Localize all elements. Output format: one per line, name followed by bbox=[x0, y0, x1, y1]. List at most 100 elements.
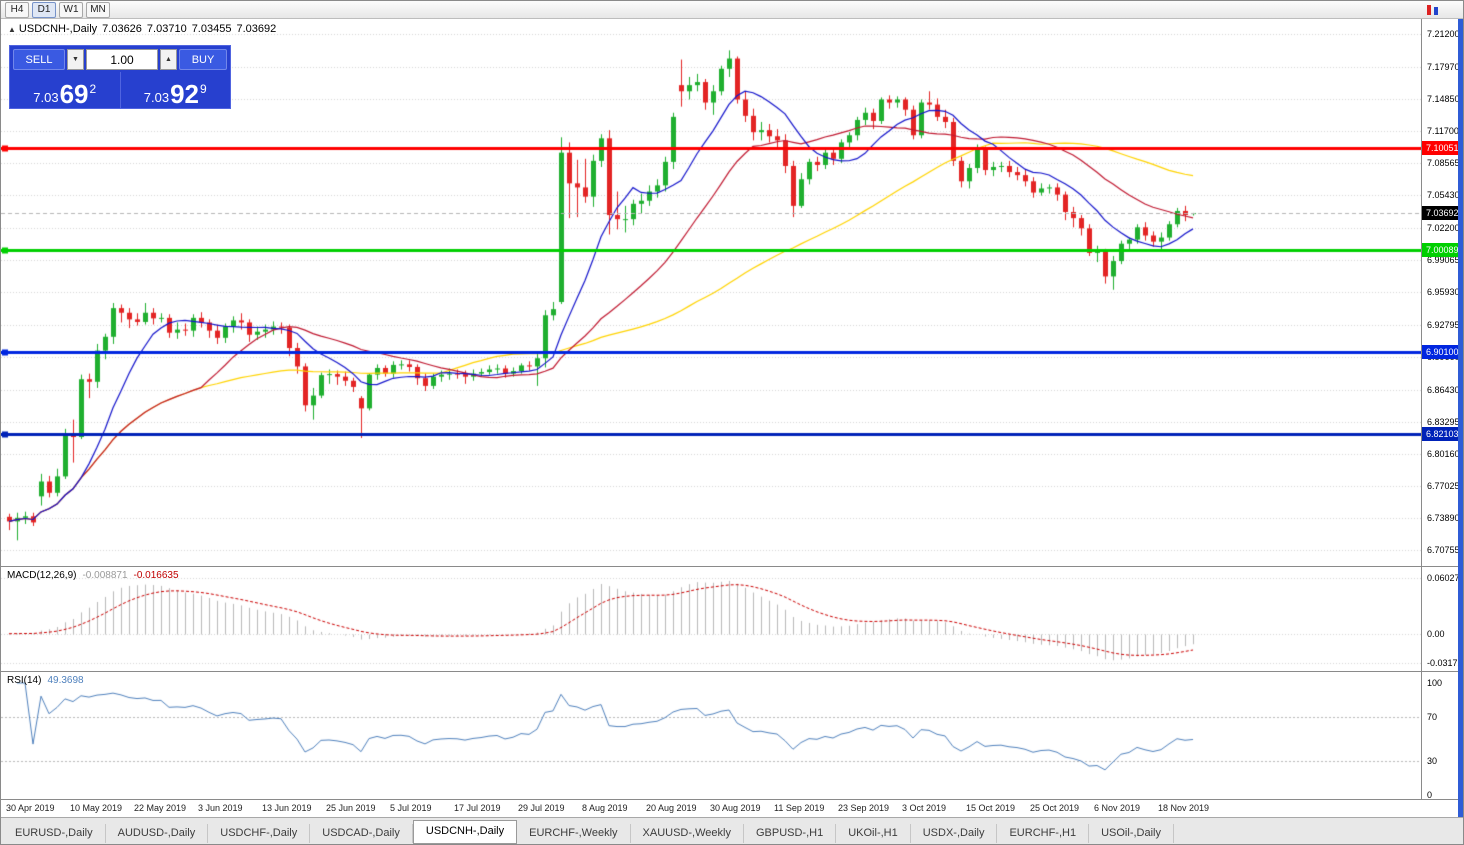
top-toolbar: H4 D1 W1 MN bbox=[1, 1, 1463, 19]
time-axis-label: 5 Jul 2019 bbox=[390, 803, 432, 813]
price-axis[interactable]: 7.21200 7.17970 7.14850 7.11700 7.08565 7.054… bbox=[1421, 19, 1463, 800]
blue-bar-icon bbox=[1434, 7, 1438, 15]
buy-price-prefix: 7.03 bbox=[143, 89, 170, 105]
price-axis-label: 6.92795 bbox=[1427, 320, 1460, 330]
time-axis-label: 17 Jul 2019 bbox=[454, 803, 501, 813]
chart-tab-ukoilh1[interactable]: UKOil-,H1 bbox=[836, 824, 911, 843]
price-line-badge: 7.00089 bbox=[1422, 243, 1461, 257]
buy-price-display[interactable]: 7.03 92 9 bbox=[121, 72, 231, 108]
price-axis-label: 6.73890 bbox=[1427, 513, 1460, 523]
one-click-trading-panel: SELL ▼ ▲ BUY 7.03 69 2 7.03 92 9 bbox=[9, 45, 231, 109]
rsi-value: 49.3698 bbox=[47, 675, 84, 686]
rsi-panel-separator[interactable] bbox=[1, 671, 1463, 672]
chart-window-icon[interactable] bbox=[1425, 4, 1441, 16]
chart-tab-usoildaily[interactable]: USOil-,Daily bbox=[1089, 824, 1174, 843]
macd-axis-label: 0.00 bbox=[1427, 629, 1445, 639]
time-axis-label: 18 Nov 2019 bbox=[1158, 803, 1210, 813]
price-axis-label: 6.80160 bbox=[1427, 449, 1460, 459]
rsi-axis-label: 70 bbox=[1427, 712, 1438, 722]
window-frame-strip bbox=[1458, 19, 1463, 817]
time-axis-label: 13 Jun 2019 bbox=[262, 803, 312, 813]
sell-button[interactable]: SELL bbox=[13, 49, 65, 70]
chart-tab-usdxdaily[interactable]: USDX-,Daily bbox=[911, 824, 998, 843]
time-axis-label: 6 Nov 2019 bbox=[1094, 803, 1141, 813]
buy-button[interactable]: BUY bbox=[179, 49, 227, 70]
chart-tab-usdcaddaily[interactable]: USDCAD-,Daily bbox=[310, 824, 413, 843]
macd-panel-separator[interactable] bbox=[1, 566, 1463, 567]
timeframe-button-mn[interactable]: MN bbox=[86, 1, 110, 18]
chart-tab-xauusdweekly[interactable]: XAUUSD-,Weekly bbox=[631, 824, 744, 843]
rsi-name: RSI(14) bbox=[7, 675, 42, 686]
price-line-badge: 7.10051 bbox=[1422, 141, 1461, 155]
current-price-badge: 7.03692 bbox=[1422, 206, 1461, 220]
sell-price-big: 69 bbox=[59, 78, 89, 109]
macd-main-value: -0.008871 bbox=[82, 570, 128, 581]
macd-signal-value: -0.016635 bbox=[133, 570, 179, 581]
chart-title: ▲ USDCNH-,Daily 7.03626 7.03710 7.03455 7.036… bbox=[8, 23, 276, 35]
rsi-axis-label: 30 bbox=[1427, 756, 1438, 766]
ohlc-low: 7.03455 bbox=[191, 23, 232, 35]
time-axis-label: 25 Oct 2019 bbox=[1030, 803, 1080, 813]
time-axis-label: 30 Aug 2019 bbox=[710, 803, 761, 813]
red-bar-icon bbox=[1427, 5, 1431, 15]
price-axis-label: 6.70755 bbox=[1427, 545, 1460, 555]
price-axis-label: 6.99065 bbox=[1427, 255, 1460, 265]
price-axis-label: 7.11700 bbox=[1427, 126, 1459, 136]
price-axis-label: 7.14850 bbox=[1427, 94, 1460, 104]
time-axis-label: 20 Aug 2019 bbox=[646, 803, 697, 813]
volume-input[interactable] bbox=[86, 49, 158, 70]
time-axis-label: 29 Jul 2019 bbox=[518, 803, 565, 813]
timeframe-buttons: H4 D1 W1 MN bbox=[5, 1, 113, 18]
price-axis-label: 7.21200 bbox=[1427, 29, 1460, 39]
rsi-axis-label: 0 bbox=[1427, 790, 1433, 800]
time-axis-label: 23 Sep 2019 bbox=[838, 803, 890, 813]
time-axis-label: 30 Apr 2019 bbox=[6, 803, 55, 813]
rsi-label: RSI(14) 49.3698 bbox=[7, 675, 84, 686]
rsi-axis-label: 100 bbox=[1427, 678, 1443, 688]
main-chart-canvas[interactable] bbox=[1, 19, 1421, 566]
chart-tab-eurusddaily[interactable]: EURUSD-,Daily bbox=[3, 824, 106, 843]
timeframe-button-d1[interactable]: D1 bbox=[32, 1, 56, 18]
price-line-badge: 6.90100 bbox=[1422, 345, 1461, 359]
price-axis-label: 7.08565 bbox=[1427, 158, 1460, 168]
price-axis-label: 7.05430 bbox=[1427, 190, 1460, 200]
price-line-badge: 6.82103 bbox=[1422, 427, 1461, 441]
volume-increment-button[interactable]: ▲ bbox=[160, 49, 177, 70]
chart-expand-icon: ▲ bbox=[8, 25, 16, 34]
time-axis-label: 25 Jun 2019 bbox=[326, 803, 376, 813]
chart-tab-eurchfh1[interactable]: EURCHF-,H1 bbox=[997, 824, 1090, 843]
rsi-indicator-canvas[interactable] bbox=[1, 671, 1421, 799]
time-axis[interactable]: 30 Apr 2019 10 May 2019 22 May 2019 3 Jun 2… bbox=[1, 799, 1463, 817]
chart-tab-usdchfdaily[interactable]: USDCHF-,Daily bbox=[208, 824, 311, 843]
macd-axis-label: 0.060273 bbox=[1427, 573, 1464, 583]
macd-indicator-canvas[interactable] bbox=[1, 566, 1421, 671]
price-axis-label: 6.77025 bbox=[1427, 481, 1460, 491]
chart-symbol: USDCNH-,Daily bbox=[18, 23, 98, 35]
chart-tab-gbpusdh1[interactable]: GBPUSD-,H1 bbox=[744, 824, 837, 843]
time-axis-label: 11 Sep 2019 bbox=[774, 803, 825, 813]
sell-price-display[interactable]: 7.03 69 2 bbox=[10, 72, 121, 108]
sell-price-prefix: 7.03 bbox=[33, 89, 59, 105]
price-axis-label: 7.17970 bbox=[1427, 62, 1460, 72]
timeframe-button-h4[interactable]: H4 bbox=[5, 1, 29, 18]
volume-decrement-button[interactable]: ▼ bbox=[67, 49, 84, 70]
ohlc-open: 7.03626 bbox=[102, 23, 142, 35]
price-axis-label: 6.86430 bbox=[1427, 385, 1460, 395]
buy-price-sup: 9 bbox=[200, 82, 207, 96]
price-axis-label: 7.02200 bbox=[1427, 223, 1460, 233]
macd-name: MACD(12,26,9) bbox=[7, 570, 77, 581]
macd-label: MACD(12,26,9) -0.008871 -0.016635 bbox=[7, 570, 179, 581]
time-axis-label: 3 Jun 2019 bbox=[198, 803, 243, 813]
timeframe-button-w1[interactable]: W1 bbox=[59, 1, 83, 18]
time-axis-label: 15 Oct 2019 bbox=[966, 803, 1016, 813]
chart-tab-audusddaily[interactable]: AUDUSD-,Daily bbox=[106, 824, 209, 843]
chart-tab-usdcnhdaily[interactable]: USDCNH-,Daily bbox=[412, 820, 518, 844]
price-axis-label: 6.95930 bbox=[1427, 287, 1460, 297]
chart-tab-eurchfweekly[interactable]: EURCHF-,Weekly bbox=[517, 824, 631, 843]
ohlc-close: 7.03692 bbox=[236, 23, 277, 35]
time-axis-label: 10 May 2019 bbox=[70, 803, 123, 813]
time-axis-label: 22 May 2019 bbox=[134, 803, 187, 813]
time-axis-label: 8 Aug 2019 bbox=[582, 803, 628, 813]
ohlc-high: 7.03710 bbox=[146, 23, 187, 35]
